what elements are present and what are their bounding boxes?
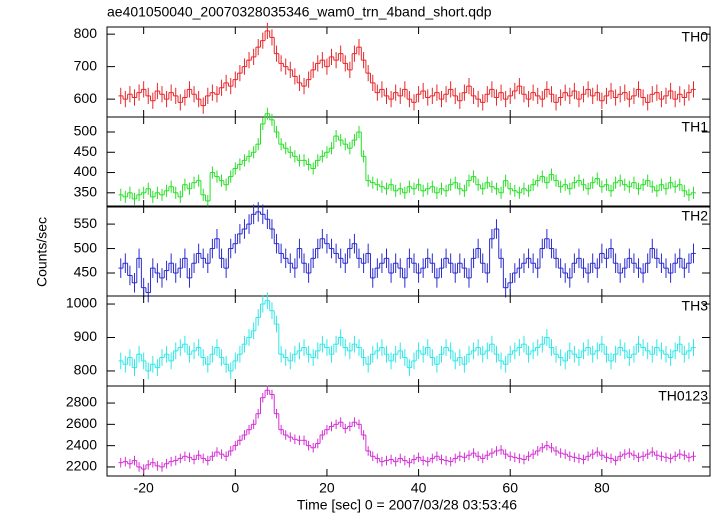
y-tick-label: 450 xyxy=(74,143,98,159)
x-tick-label: -20 xyxy=(134,480,154,496)
x-axis-label: Time [sec] 0 = 2007/03/28 03:53:46 xyxy=(297,497,517,513)
panel-frame xyxy=(106,26,711,118)
y-tick-label: 900 xyxy=(74,328,98,344)
y-tick-label: 350 xyxy=(74,184,98,200)
x-tick-label: 60 xyxy=(502,480,518,496)
panel-label: TH0 xyxy=(682,29,709,45)
y-tick-label: 800 xyxy=(74,362,98,378)
x-tick-label: 80 xyxy=(594,480,610,496)
y-tick-label: 700 xyxy=(74,57,98,73)
y-tick-label: 600 xyxy=(74,90,98,106)
panel-label: TH3 xyxy=(682,298,709,314)
y-tick-label: 2800 xyxy=(66,394,97,410)
y-tick-label: 450 xyxy=(74,264,98,280)
panel-frame xyxy=(106,205,711,297)
panel-frame xyxy=(106,116,711,208)
y-tick-label: 1000 xyxy=(66,295,97,311)
x-tick-label: 0 xyxy=(231,480,239,496)
y-axis-label: Counts/sec xyxy=(34,217,50,287)
y-tick-label: 2200 xyxy=(66,458,97,474)
y-tick-label: 500 xyxy=(74,239,98,255)
y-tick-label: 2600 xyxy=(66,415,97,431)
y-tick-label: 400 xyxy=(74,163,98,179)
y-tick-label: 550 xyxy=(74,215,98,231)
panel-frame xyxy=(106,295,711,387)
panel-frame xyxy=(106,385,711,477)
x-tick-label: 40 xyxy=(411,480,427,496)
y-tick-label: 2400 xyxy=(66,436,97,452)
y-tick-label: 800 xyxy=(74,25,98,41)
panel-label: TH2 xyxy=(682,208,709,224)
panel-label: TH1 xyxy=(682,119,709,135)
y-tick-label: 500 xyxy=(74,123,98,139)
chart-title: ae401050040_20070328035346_wam0_trn_4ban… xyxy=(107,4,492,20)
x-tick-label: 20 xyxy=(319,480,335,496)
panel-label: TH0123 xyxy=(658,388,708,404)
